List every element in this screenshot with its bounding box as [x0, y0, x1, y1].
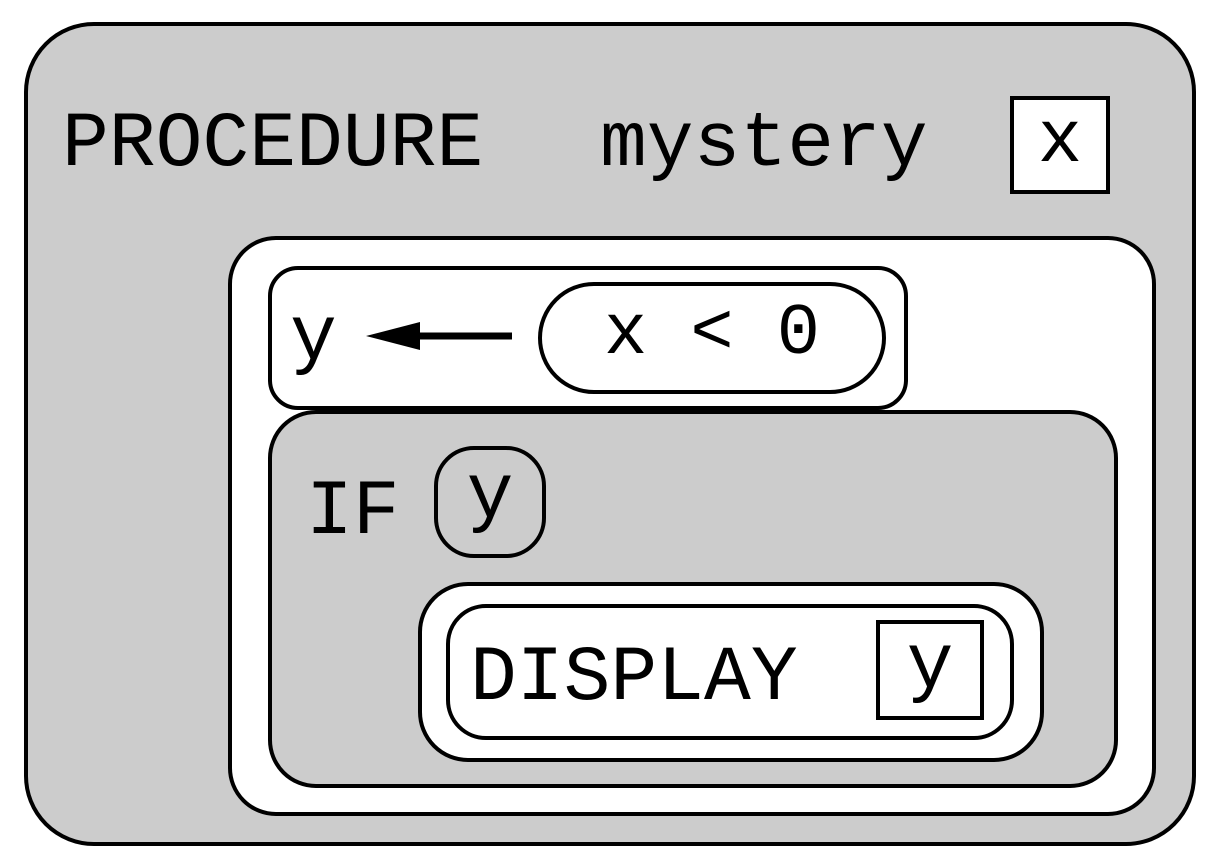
- if-condition-label: y: [466, 453, 514, 541]
- assignment-variable: y: [290, 295, 337, 383]
- display-keyword: DISPLAY: [470, 635, 798, 723]
- parameter-box: x: [1010, 96, 1110, 194]
- display-argument-box: y: [876, 620, 984, 720]
- procedure-keyword: PROCEDURE: [62, 101, 484, 189]
- if-condition: y: [434, 446, 546, 558]
- procedure-name: mystery: [600, 101, 928, 189]
- parameter-label: x: [1037, 100, 1083, 184]
- left-arrow-icon: [366, 322, 512, 350]
- display-argument-label: y: [906, 623, 954, 711]
- if-keyword: IF: [306, 469, 400, 557]
- comparison-expression: x < 0: [538, 282, 886, 394]
- comparison-text: x < 0: [603, 293, 821, 375]
